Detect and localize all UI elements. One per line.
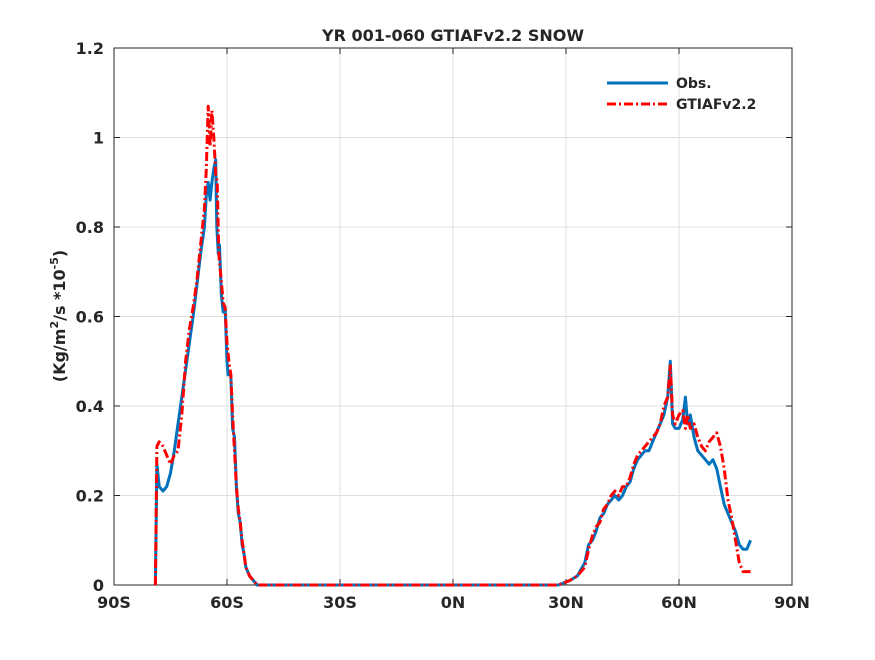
grid xyxy=(114,48,792,585)
y-tick-label: 0.6 xyxy=(76,308,104,327)
y-tick-label: 1.2 xyxy=(76,39,104,58)
x-tick-label: 90S xyxy=(97,593,131,612)
series-lines xyxy=(153,104,752,587)
y-axis-label-part-1: (Kg/m xyxy=(50,329,69,383)
y-axis: 0 0.2 0.4 0.6 0.8 1 1.2 xyxy=(76,39,792,595)
y-axis-label-superscript-2: -5 xyxy=(48,257,61,269)
legend-label-gtiaf: GTIAFv2.2 xyxy=(676,97,756,113)
y-tick-label: 0.4 xyxy=(76,397,104,416)
x-tick-label: 60S xyxy=(210,593,244,612)
x-tick-label: 0N xyxy=(441,593,466,612)
series-line-gtiafv2-2 xyxy=(153,104,751,587)
y-tick-label: 0.8 xyxy=(76,218,104,237)
x-tick-label: 60N xyxy=(661,593,697,612)
x-tick-label: 90N xyxy=(774,593,810,612)
y-tick-label: 0 xyxy=(93,576,104,595)
x-tick-label: 30S xyxy=(323,593,357,612)
y-axis-label-part-2: /s *10 xyxy=(50,269,69,321)
chart-title: YR 001-060 GTIAFv2.2 SNOW xyxy=(321,26,584,45)
y-tick-label: 1 xyxy=(93,129,104,148)
y-tick-label: 0.2 xyxy=(76,487,104,506)
y-axis-label: (Kg/m2/s *10-5) xyxy=(48,250,69,382)
x-axis: 90S 60S 30S 0N 30N 60N 90N xyxy=(97,48,810,612)
y-axis-label-superscript-1: 2 xyxy=(48,321,61,329)
legend: Obs. GTIAFv2.2 xyxy=(607,76,756,113)
x-tick-label: 30N xyxy=(548,593,584,612)
y-axis-label-part-3: ) xyxy=(50,250,69,257)
legend-label-obs: Obs. xyxy=(676,76,712,92)
